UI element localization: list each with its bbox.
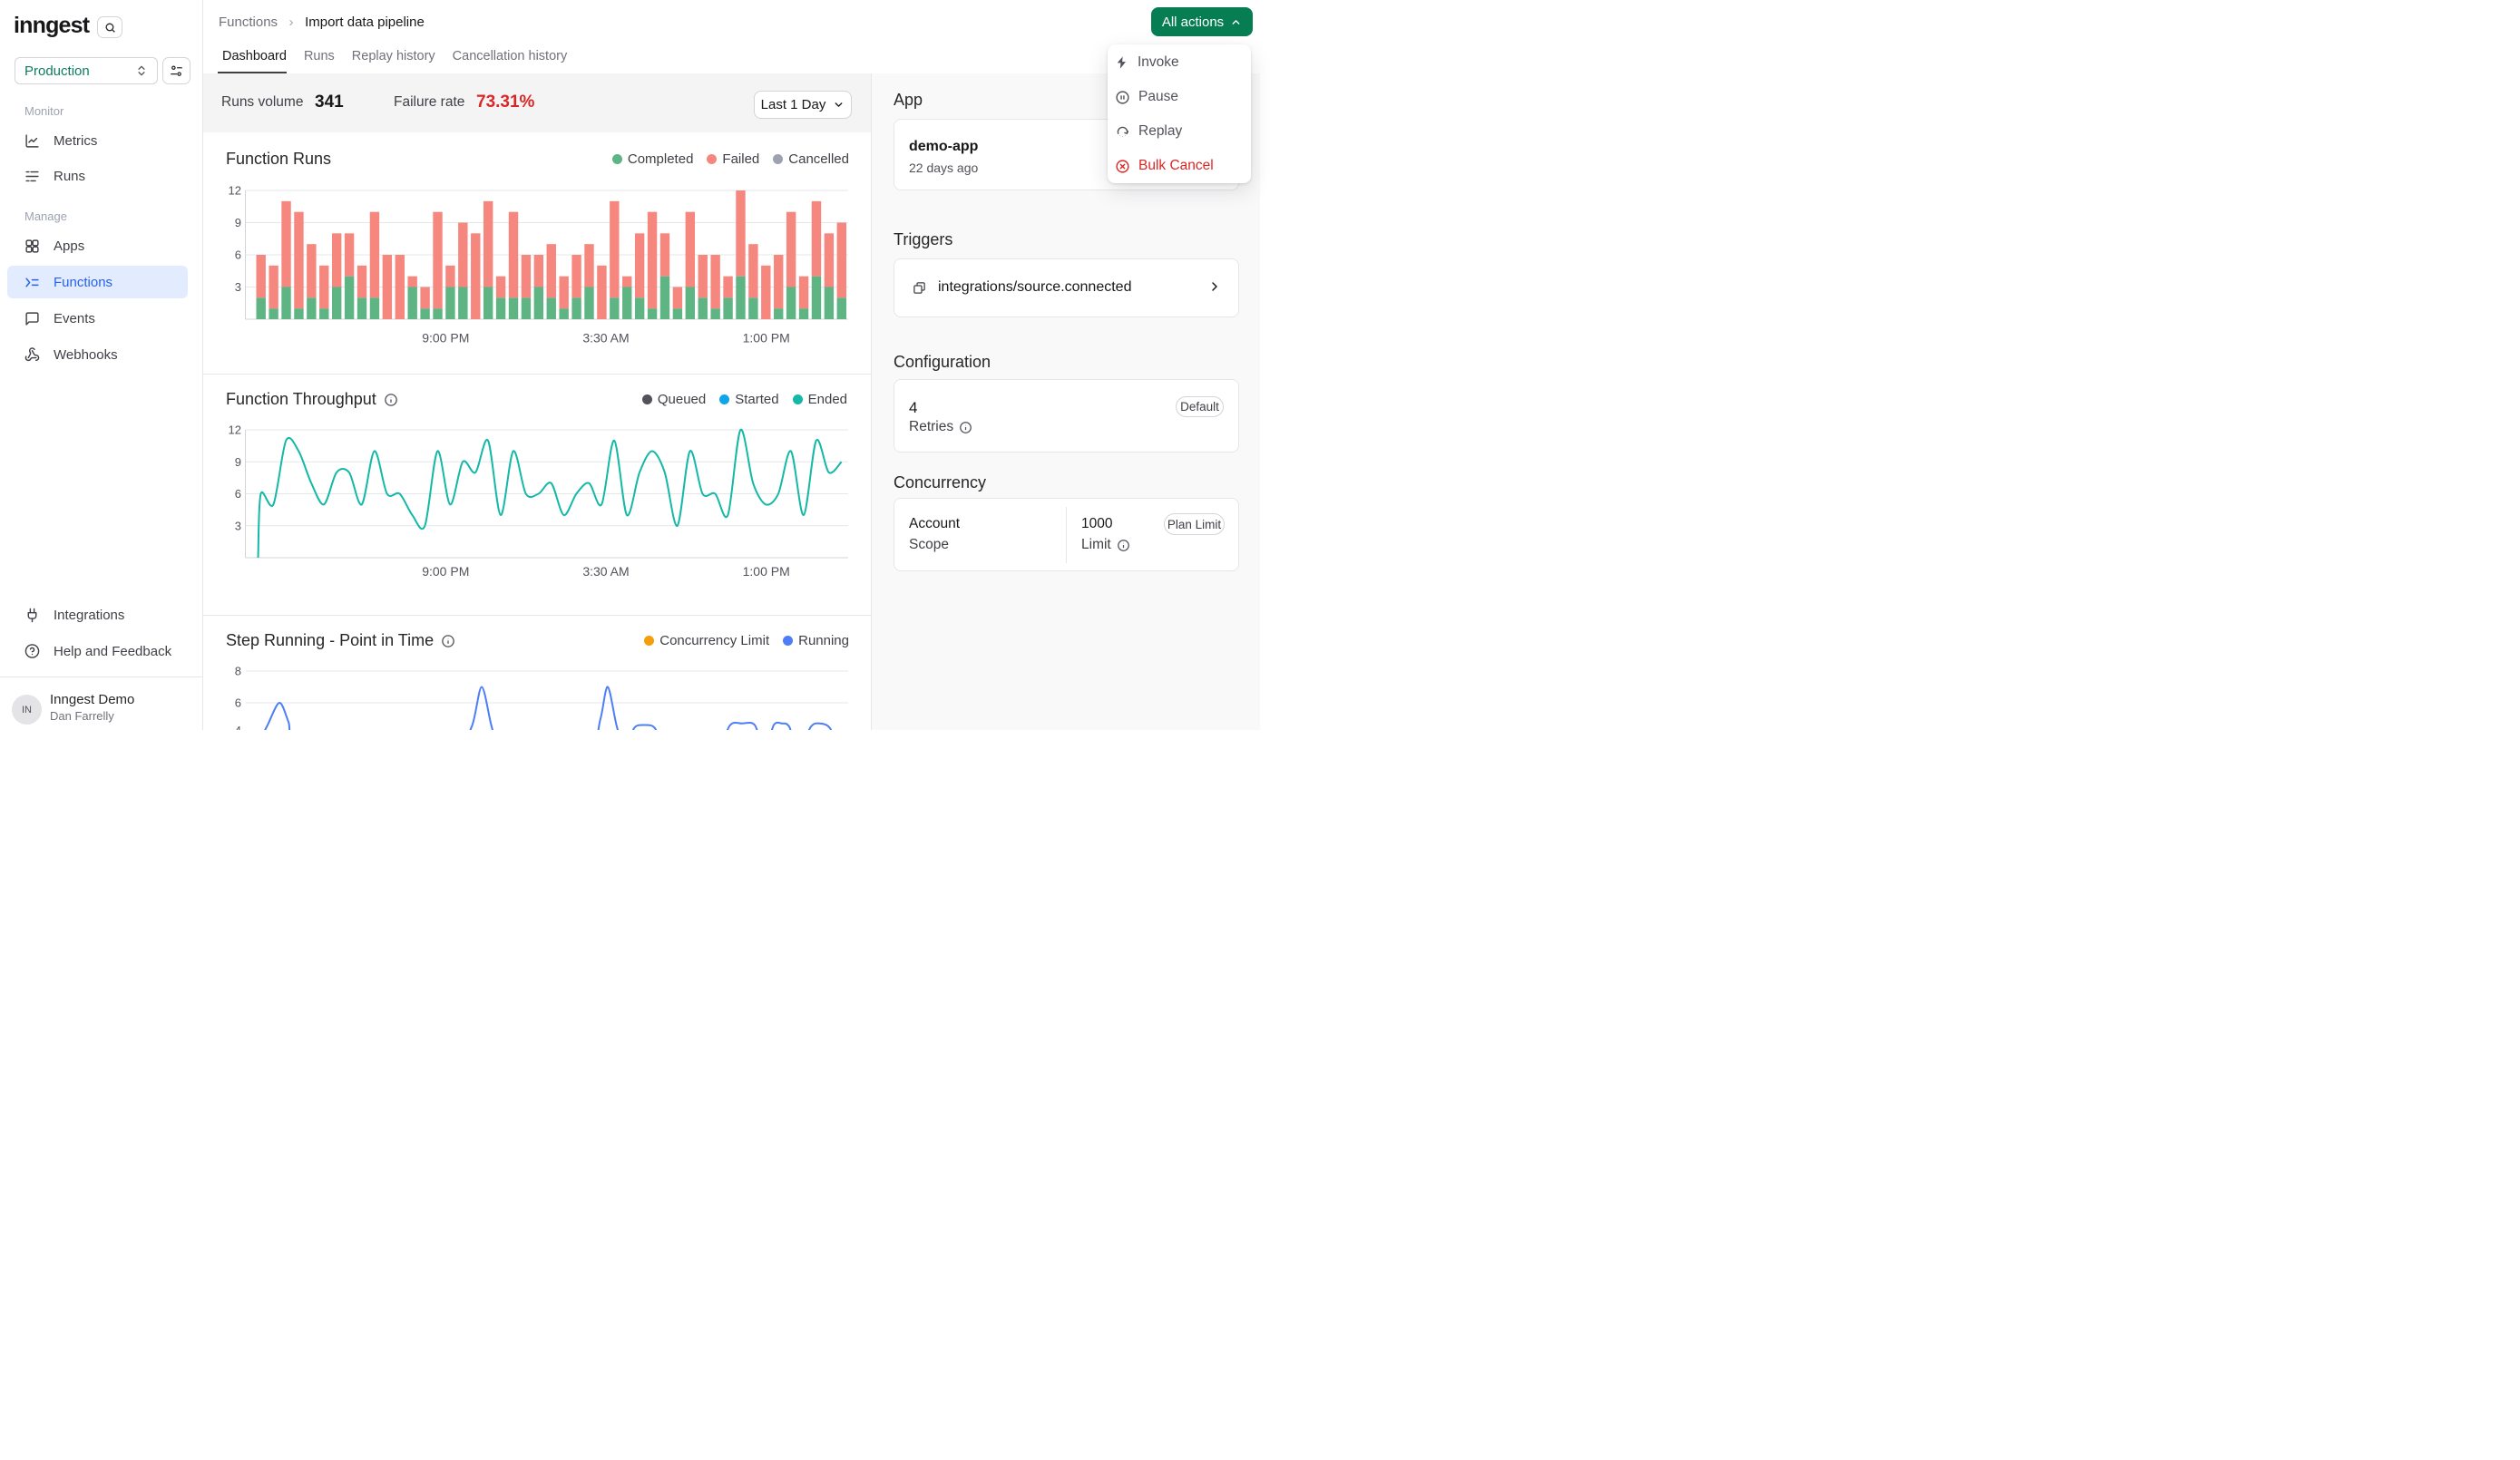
- svg-text:12: 12: [229, 184, 241, 198]
- svg-text:3:30 AM: 3:30 AM: [582, 331, 629, 346]
- svg-text:8: 8: [235, 665, 241, 678]
- svg-text:3: 3: [235, 280, 241, 294]
- svg-text:3:30 AM: 3:30 AM: [582, 564, 629, 576]
- svg-text:12: 12: [229, 423, 241, 437]
- svg-text:6: 6: [235, 696, 241, 710]
- svg-text:6: 6: [235, 248, 241, 262]
- svg-text:9:00 PM: 9:00 PM: [422, 564, 469, 576]
- svg-text:4: 4: [235, 724, 241, 730]
- svg-text:9: 9: [235, 216, 241, 229]
- svg-text:6: 6: [235, 487, 241, 501]
- svg-text:9:00 PM: 9:00 PM: [422, 331, 469, 346]
- svg-text:1:00 PM: 1:00 PM: [743, 564, 790, 576]
- svg-text:9: 9: [235, 455, 241, 469]
- svg-text:3: 3: [235, 519, 241, 532]
- svg-text:1:00 PM: 1:00 PM: [743, 331, 790, 346]
